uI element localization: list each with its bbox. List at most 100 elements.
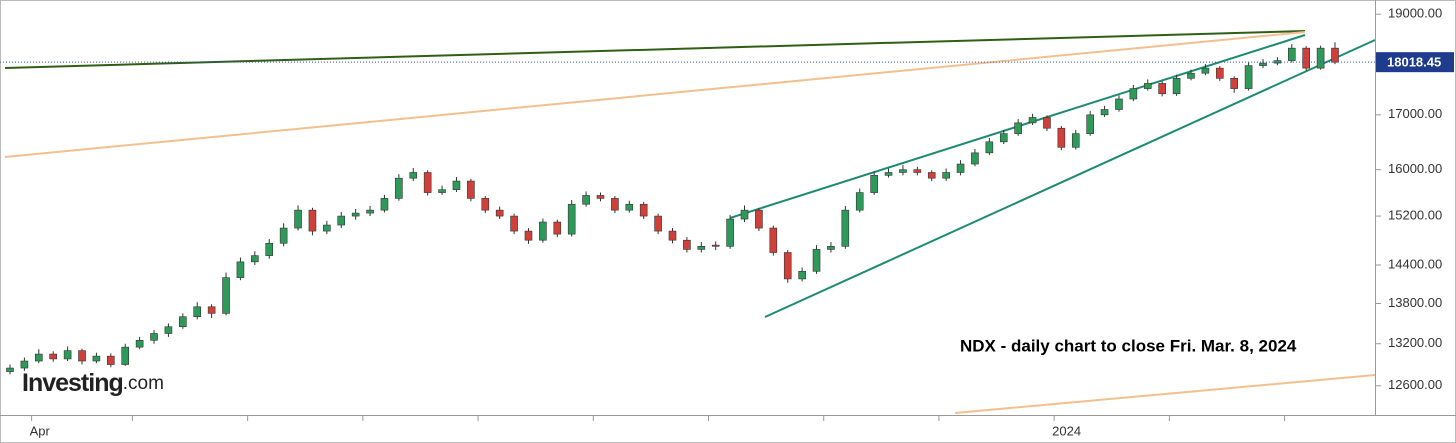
candle-body [769, 227, 778, 253]
candle-body [1273, 60, 1282, 64]
candle-body [279, 227, 288, 244]
candle-body [899, 169, 907, 173]
candle-body [1115, 98, 1123, 110]
trend-lines [4, 30, 1376, 414]
candle-body [121, 346, 130, 365]
candle-body [1215, 67, 1224, 79]
candle-body [1187, 72, 1195, 79]
candle-body [164, 326, 173, 334]
candle-body [481, 198, 490, 211]
candle-body [35, 353, 43, 362]
candle-body [611, 198, 619, 211]
candle-body [884, 172, 893, 176]
candle-body [625, 203, 634, 211]
candle-body [913, 169, 922, 173]
trend-line [954, 374, 1376, 414]
candle-body [236, 261, 245, 278]
candle-body [78, 350, 86, 362]
candle-body [1331, 47, 1339, 63]
candle-body [251, 255, 259, 263]
candle-body [999, 133, 1008, 143]
candle-body [841, 209, 850, 247]
last-price-box [1376, 52, 1454, 73]
candle-body [366, 209, 374, 214]
candle-body [827, 246, 835, 250]
candle-body [1071, 133, 1080, 148]
annotation: NDX - daily chart to close Fri. Mar. 8, … [960, 336, 1297, 355]
candle-body [1201, 67, 1210, 74]
candle-body [553, 221, 562, 235]
channel-lower [764, 39, 1376, 318]
candle-body [438, 189, 446, 193]
candle-body [942, 172, 950, 179]
candle-body [1302, 47, 1310, 69]
candle-body [179, 316, 187, 328]
candle-body [409, 172, 418, 179]
candle-body [380, 198, 389, 211]
candle-body [1316, 47, 1325, 69]
candle-body [193, 306, 202, 318]
candle-body [265, 242, 274, 256]
candle-body [150, 333, 158, 341]
candle-body [92, 355, 101, 362]
candle-body [1230, 78, 1238, 89]
candle-body [222, 277, 230, 314]
candle-body [1028, 117, 1037, 124]
candle-body [294, 209, 302, 229]
candle-body [1057, 127, 1066, 148]
candle-body [1014, 122, 1022, 134]
resistance-line [4, 30, 1306, 69]
candle-body [423, 172, 432, 193]
candle-body [812, 249, 821, 272]
candle-body [49, 353, 58, 360]
candle-body [1172, 78, 1181, 95]
candle-body [927, 172, 936, 179]
candle-body [567, 203, 576, 235]
y-tick-label: 16000.00 [1388, 161, 1442, 176]
candle-body [971, 152, 979, 165]
candle-body [6, 367, 14, 372]
candle-body [1043, 117, 1051, 129]
candle-body [395, 177, 403, 199]
candle-body [711, 244, 720, 247]
candle-body [639, 203, 648, 217]
trend-line [4, 31, 1306, 158]
candle-body [495, 209, 504, 217]
candle-body [1143, 83, 1152, 89]
x-tick-label: Apr [30, 423, 51, 438]
candle-body [755, 209, 763, 229]
candle-body [740, 209, 749, 220]
candle-body [798, 270, 806, 280]
candle-body [20, 360, 29, 369]
candle-body [783, 252, 792, 280]
logo-suffix: .com [123, 373, 164, 394]
y-tick-label: 13200.00 [1388, 335, 1442, 350]
candle-body [467, 180, 475, 199]
candle-body [1259, 62, 1267, 66]
candle-body [510, 215, 518, 232]
candle-body [1086, 114, 1094, 134]
candle-body [654, 215, 662, 232]
candle-body [207, 306, 216, 314]
candle-body [1100, 109, 1109, 116]
y-tick-label: 13800.00 [1388, 295, 1442, 310]
x-tick-label: 2024 [1052, 423, 1081, 438]
candle-body [683, 239, 691, 250]
candle-body [308, 209, 317, 232]
candle-body [582, 195, 590, 205]
logo: Investing.com [22, 369, 164, 397]
candle-body [985, 141, 994, 154]
candle-body [697, 246, 706, 250]
candle-body [323, 224, 331, 232]
y-tick-label: 12600.00 [1388, 377, 1442, 392]
candle-body [452, 180, 461, 190]
y-tick-label: 14400.00 [1388, 256, 1442, 271]
y-tick-label: 17000.00 [1388, 106, 1442, 121]
candle-body [1129, 88, 1138, 100]
candle-body [870, 175, 878, 193]
candle-body [596, 195, 605, 199]
candle-body [1287, 47, 1296, 61]
candle-body [107, 355, 115, 365]
candle-body [668, 230, 677, 241]
candle-body [956, 163, 965, 173]
